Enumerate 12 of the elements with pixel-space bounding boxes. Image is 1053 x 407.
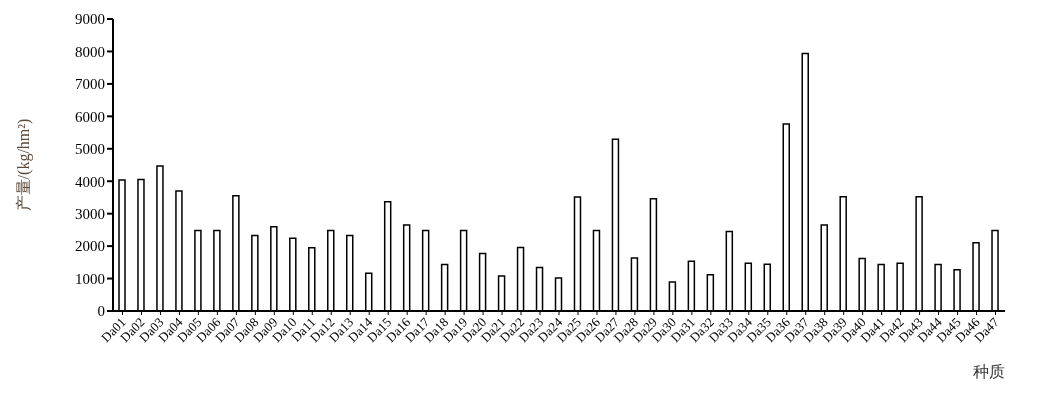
y-tick-label: 6000	[75, 108, 105, 125]
y-tick-label: 0	[97, 303, 105, 320]
y-tick-label: 3000	[75, 205, 105, 222]
y-tick-label: 2000	[75, 238, 105, 255]
y-tick-label: 9000	[75, 11, 105, 28]
y-tick-label: 1000	[75, 270, 105, 287]
y-tick-label: 8000	[75, 43, 105, 60]
x-axis-title: 种质	[973, 363, 1005, 380]
y-axis-title: 产量/(kg/hm²)	[14, 118, 33, 212]
y-tick-label: 7000	[75, 76, 105, 93]
y-tick-label: 5000	[75, 141, 105, 158]
y-tick-label: 4000	[75, 173, 105, 190]
